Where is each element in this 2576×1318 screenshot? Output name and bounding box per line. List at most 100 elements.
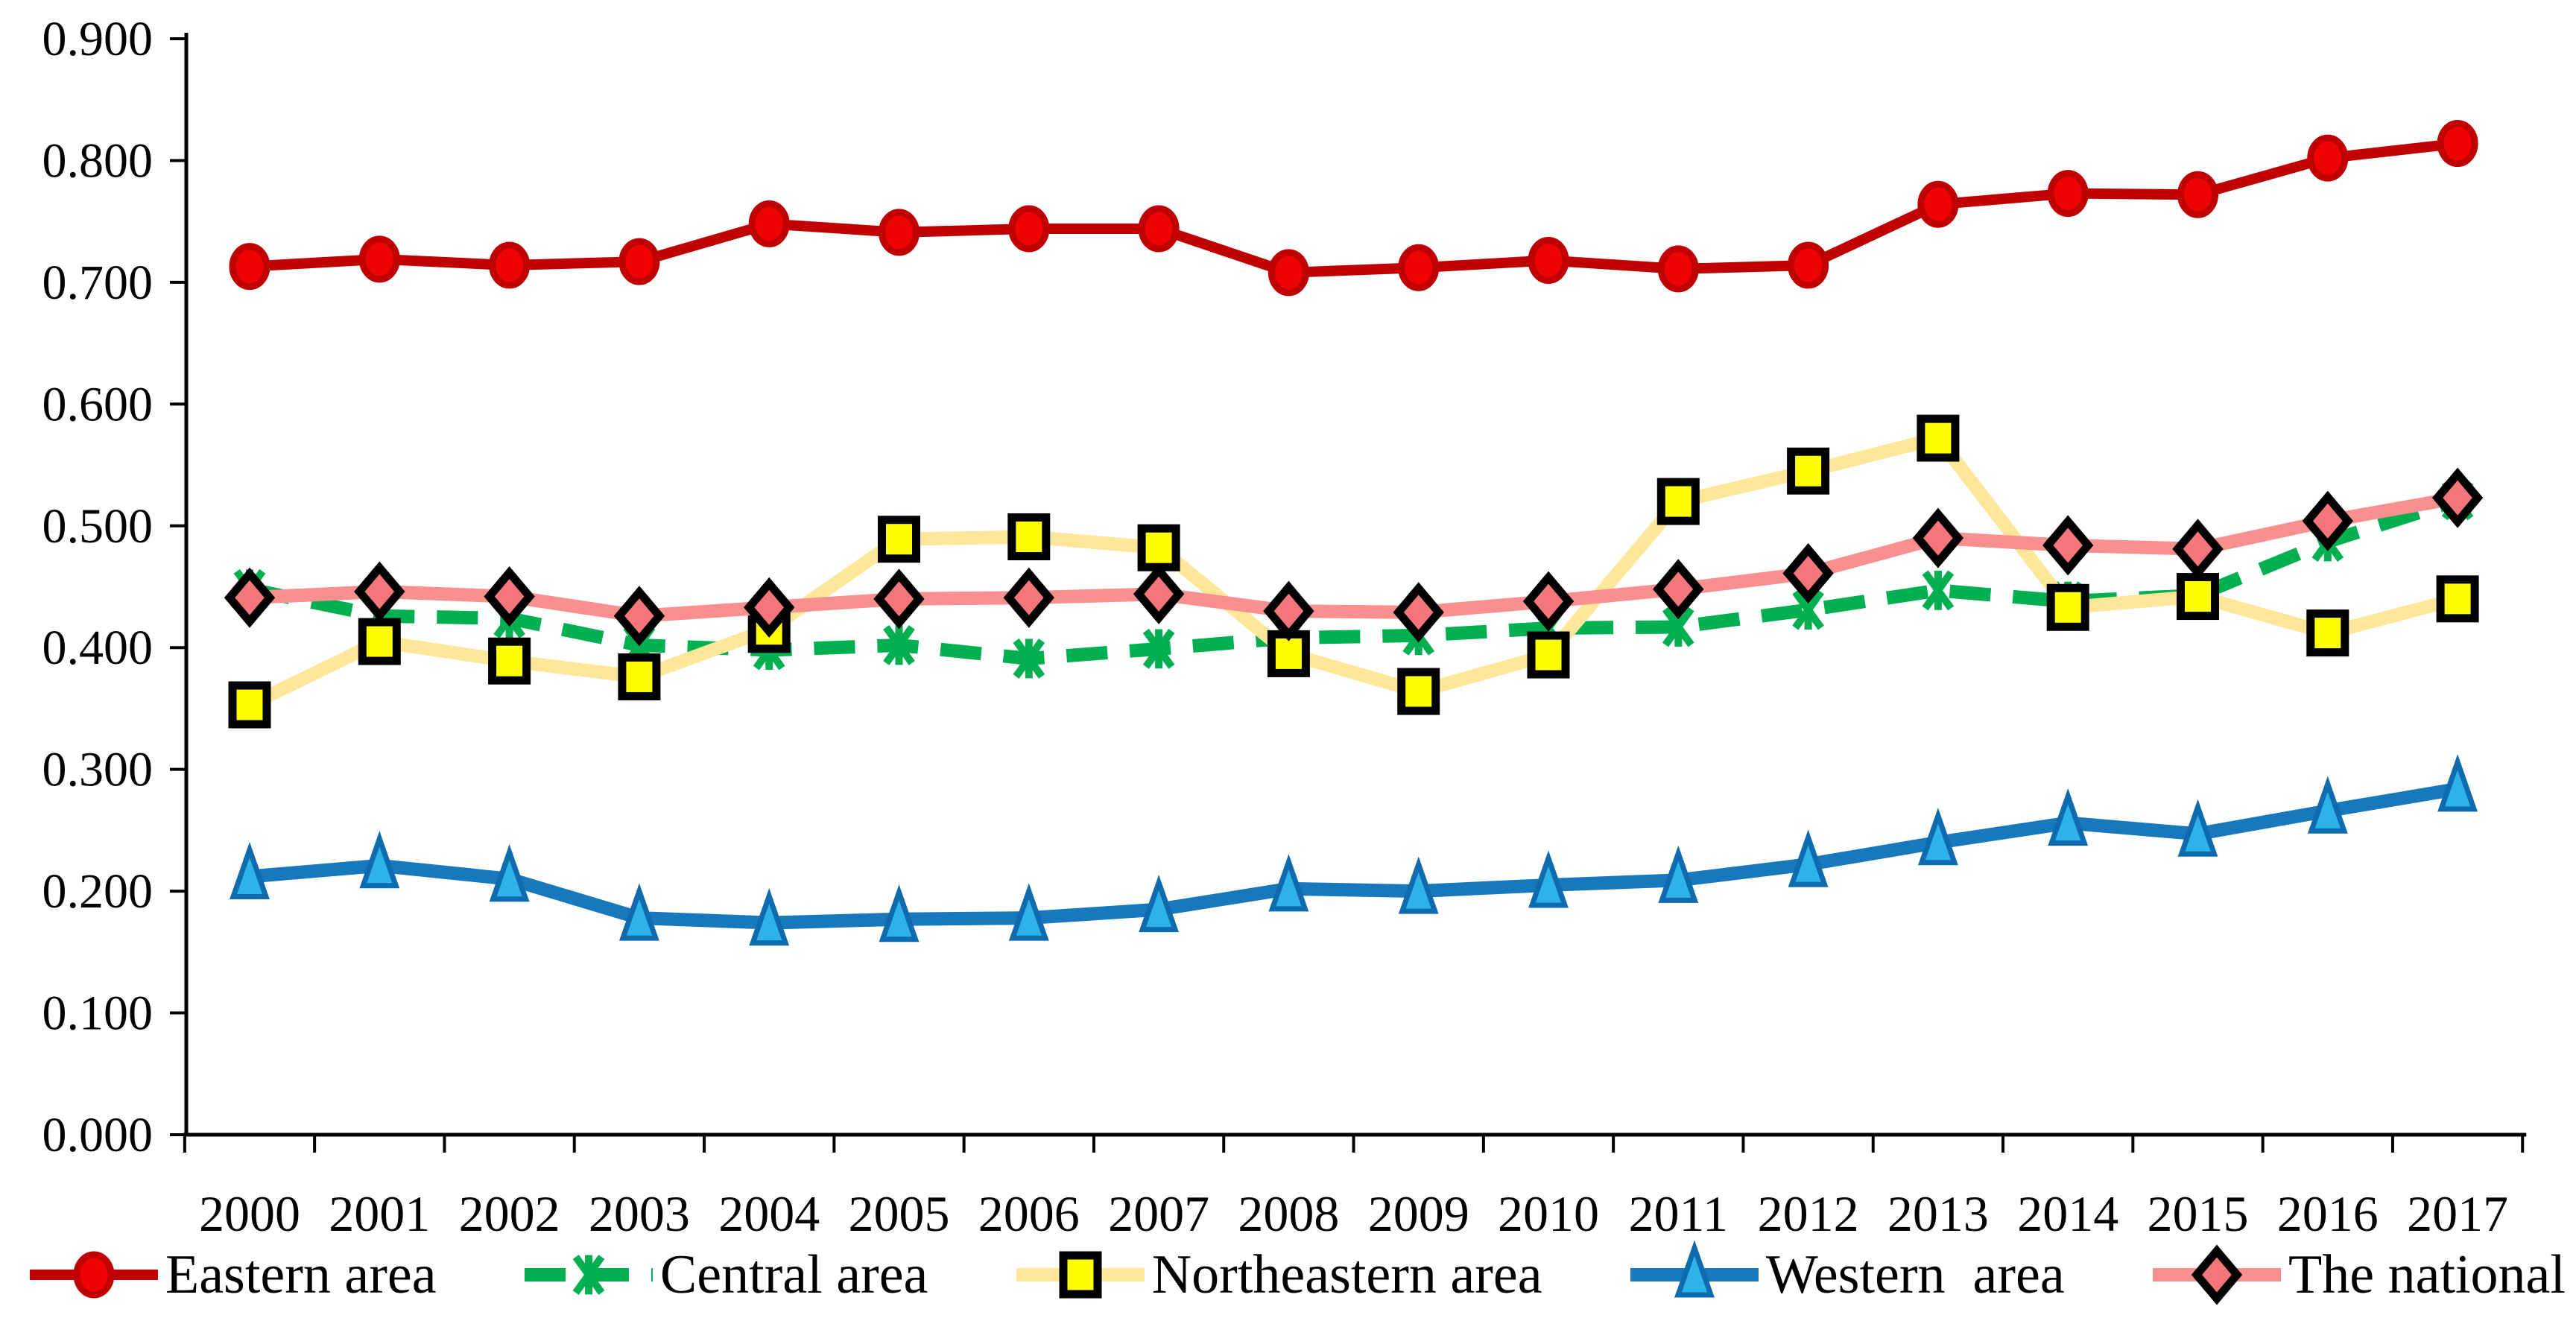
y-axis-tick-label: 0.000 <box>42 1108 154 1162</box>
square-marker <box>1059 1251 1102 1299</box>
legend-label-national: The national <box>2288 1244 2566 1305</box>
circle-marker <box>489 241 531 289</box>
diamond-marker <box>873 568 925 630</box>
x-axis-tick-label: 2007 <box>1108 1185 1209 1242</box>
circle-marker <box>618 238 660 285</box>
legend-label-northeastern: Northeastern area <box>1151 1244 1542 1305</box>
y-axis-tick-label: 0.700 <box>42 256 154 310</box>
x-axis-tick-label: 2009 <box>1368 1185 1469 1242</box>
diamond-marker <box>1393 582 1444 643</box>
northeastern-legend-marker-icon <box>1016 1251 1145 1299</box>
triangle-marker <box>1008 883 1049 941</box>
diamond-marker <box>2302 490 2353 551</box>
diamond-marker <box>2191 1244 2243 1305</box>
diamond-marker <box>744 577 795 638</box>
diamond-marker <box>2042 515 2094 576</box>
diamond-marker <box>1133 563 1185 624</box>
star-marker <box>1013 639 1045 679</box>
square-marker <box>228 681 271 729</box>
x-axis-tick-label: 2010 <box>1498 1185 1599 1242</box>
square-marker <box>2306 609 2349 657</box>
square-marker <box>358 618 401 665</box>
series-central <box>233 480 2474 679</box>
star-marker <box>1142 628 1175 669</box>
x-axis-tick-label: 2008 <box>1238 1185 1339 1242</box>
x-axis-tick-label: 2001 <box>329 1185 430 1242</box>
diamond-marker <box>613 586 665 647</box>
triangle-marker <box>1139 875 1180 933</box>
diamond-marker <box>1522 571 1575 632</box>
triangle-marker <box>749 887 790 946</box>
legend-label-western: Western area <box>1765 1244 2065 1305</box>
legend-label-central: Central area <box>659 1244 928 1305</box>
y-axis-tick-label: 0.500 <box>42 499 154 554</box>
y-axis-ticks: 0.000 0.100 0.200 0.300 0.400 0.500 0.600 0.700… <box>42 12 186 1162</box>
legend-label-eastern: Eastern area <box>165 1244 437 1305</box>
x-axis-tick-label: 2002 <box>459 1185 560 1242</box>
series-northeastern-line <box>247 431 2460 712</box>
y-axis-tick-label: 0.900 <box>42 12 154 66</box>
square-marker <box>1007 513 1051 560</box>
y-axis-tick-label: 0.800 <box>42 133 154 188</box>
circle-marker <box>748 200 790 247</box>
series-western <box>230 754 2478 946</box>
x-axis-tick-label: 2000 <box>199 1185 300 1242</box>
circle-marker <box>2437 120 2478 168</box>
square-marker <box>1527 631 1570 679</box>
triangle-marker <box>489 844 530 902</box>
diamond-marker <box>1003 567 1054 628</box>
series-western-line <box>249 782 2459 930</box>
square-marker <box>488 637 531 685</box>
x-axis-tick-label: 2017 <box>2407 1185 2508 1242</box>
diamond-marker <box>1912 507 1964 568</box>
square-marker <box>2436 575 2479 623</box>
series-northeastern <box>228 414 2479 729</box>
eastern-legend-marker-icon <box>30 1251 158 1299</box>
square-marker <box>2046 583 2089 631</box>
legend-item-northeastern: Northeastern area <box>1013 1236 1542 1314</box>
circle-marker <box>73 1251 115 1299</box>
circle-marker <box>1917 180 1959 228</box>
x-axis-tick-label: 2005 <box>849 1185 950 1242</box>
triangle-marker <box>1398 856 1439 914</box>
circle-marker <box>2307 134 2349 182</box>
triangle-marker <box>1917 808 1958 866</box>
legend-item-western: Western area <box>1627 1236 2065 1314</box>
x-axis-tick-label: 2013 <box>1887 1185 1989 1242</box>
square-marker <box>1917 414 1960 462</box>
legend-item-central: Central area <box>522 1236 928 1314</box>
circle-marker <box>229 243 270 291</box>
y-axis-tick-label: 0.200 <box>42 864 154 919</box>
square-marker <box>1397 668 1440 715</box>
square-marker <box>1787 447 1830 495</box>
triangle-marker <box>1268 854 1309 912</box>
circle-marker <box>1138 205 1180 253</box>
triangle-marker <box>230 841 270 899</box>
x-axis-tick-label: 2003 <box>589 1185 690 1242</box>
x-axis-ticks: 2000 2001 2002 2003 2004 2005 2006 2007 2008 2009… <box>183 1135 2525 1242</box>
circle-marker <box>2177 171 2218 218</box>
legend-item-national: The national <box>2150 1236 2566 1314</box>
y-axis-tick-label: 0.600 <box>42 377 154 431</box>
square-marker <box>618 653 661 700</box>
x-axis-tick-label: 2004 <box>718 1185 820 1242</box>
circle-marker <box>358 235 400 283</box>
triangle-marker <box>1658 845 1699 903</box>
star-marker <box>883 625 915 665</box>
diamond-marker <box>1263 580 1314 641</box>
diamond-marker <box>1782 542 1834 604</box>
square-marker <box>1137 524 1180 571</box>
series-national <box>224 467 2484 647</box>
diamond-marker <box>224 567 276 628</box>
legend: Eastern area Central area Northeastern are… <box>27 1234 2566 1316</box>
western-legend-marker-icon <box>1630 1240 1759 1298</box>
diamond-marker <box>354 561 405 622</box>
square-marker <box>1656 478 1700 525</box>
national-legend-marker-icon <box>2153 1244 2282 1305</box>
triangle-marker <box>2437 754 2478 812</box>
y-axis-tick-label: 0.400 <box>42 621 154 675</box>
diamond-marker <box>2172 519 2224 580</box>
